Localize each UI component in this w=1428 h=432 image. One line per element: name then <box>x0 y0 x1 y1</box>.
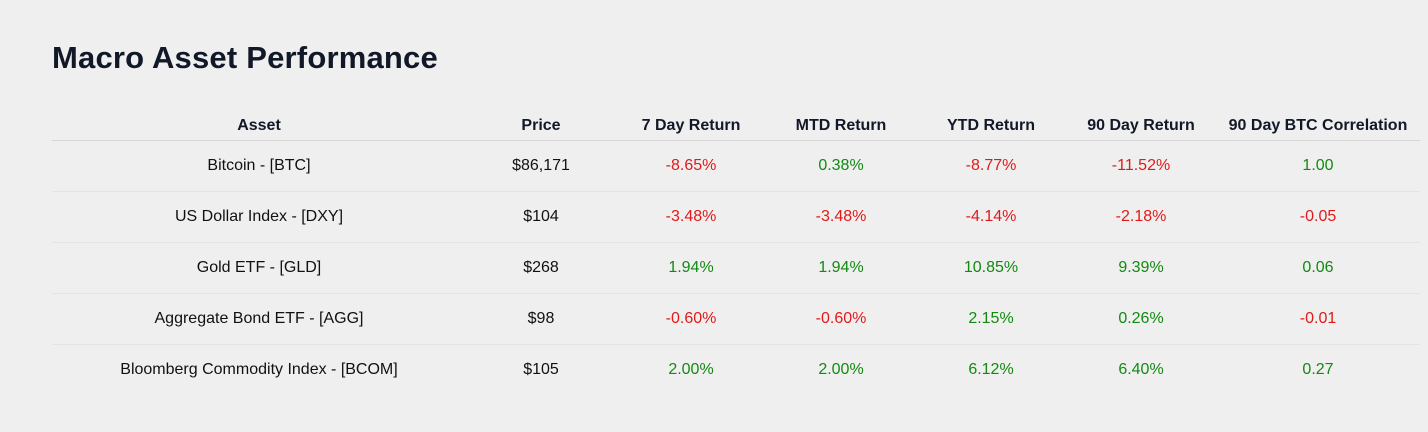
table-row: Aggregate Bond ETF - [AGG] $98 -0.60% -0… <box>52 293 1420 345</box>
return-7d-cell: -3.48% <box>616 191 766 243</box>
return-mtd-cell: -3.48% <box>766 191 916 243</box>
table-row: Bitcoin - [BTC] $86,171 -8.65% 0.38% -8.… <box>52 140 1420 192</box>
return-ytd-cell: -4.14% <box>916 191 1066 243</box>
btc-correlation-cell: 1.00 <box>1216 140 1420 192</box>
column-header-btc-correlation: 90 Day BTC Correlation <box>1216 112 1420 141</box>
return-7d-cell: -0.60% <box>616 293 766 345</box>
return-7d-cell: 1.94% <box>616 242 766 294</box>
column-header-mtd-return: MTD Return <box>766 112 916 141</box>
asset-cell: Bloomberg Commodity Index - [BCOM] <box>120 361 398 378</box>
return-90d-cell: -2.18% <box>1066 191 1216 243</box>
asset-cell: Aggregate Bond ETF - [AGG] <box>52 293 466 345</box>
column-header-ytd-return: YTD Return <box>916 112 1066 141</box>
column-header-price: Price <box>466 112 616 141</box>
return-ytd-cell: 2.15% <box>916 293 1066 345</box>
return-mtd-cell: -0.60% <box>766 293 916 345</box>
return-7d-cell: -8.65% <box>616 140 766 192</box>
return-ytd-cell: 10.85% <box>916 242 1066 294</box>
btc-correlation-cell: -0.05 <box>1216 191 1420 243</box>
column-header-90-day-return: 90 Day Return <box>1066 112 1216 141</box>
table-header-row: Asset Price 7 Day Return MTD Return YTD … <box>52 112 1420 141</box>
return-mtd-cell: 2.00% <box>818 361 864 378</box>
table-row: Bloomberg Commodity Index - [BCOM] $105 … <box>52 345 1420 396</box>
asset-cell: Gold ETF - [GLD] <box>52 242 466 294</box>
return-90d-cell: 9.39% <box>1066 242 1216 294</box>
column-header-7-day-return: 7 Day Return <box>616 112 766 141</box>
btc-correlation-cell: -0.01 <box>1216 293 1420 345</box>
return-90d-cell: 6.40% <box>1118 361 1164 378</box>
return-7d-cell: 2.00% <box>668 361 714 378</box>
asset-cell: US Dollar Index - [DXY] <box>52 191 466 243</box>
price-cell: $86,171 <box>466 140 616 192</box>
return-ytd-cell: -8.77% <box>916 140 1066 192</box>
price-cell: $105 <box>523 361 559 378</box>
return-90d-cell: -11.52% <box>1066 140 1216 192</box>
btc-correlation-cell: 0.27 <box>1302 361 1334 378</box>
table-row: US Dollar Index - [DXY] $104 -3.48% -3.4… <box>52 191 1420 243</box>
price-cell: $268 <box>466 242 616 294</box>
price-cell: $104 <box>466 191 616 243</box>
table-row: Gold ETF - [GLD] $268 1.94% 1.94% 10.85%… <box>52 242 1420 294</box>
return-mtd-cell: 0.38% <box>766 140 916 192</box>
return-90d-cell: 0.26% <box>1066 293 1216 345</box>
asset-cell: Bitcoin - [BTC] <box>52 140 466 192</box>
price-cell: $98 <box>466 293 616 345</box>
page-title: Macro Asset Performance <box>52 40 438 75</box>
return-mtd-cell: 1.94% <box>766 242 916 294</box>
column-header-asset: Asset <box>52 112 466 141</box>
btc-correlation-cell: 0.06 <box>1216 242 1420 294</box>
performance-table: Asset Price 7 Day Return MTD Return YTD … <box>52 112 1420 395</box>
return-ytd-cell: 6.12% <box>968 361 1014 378</box>
